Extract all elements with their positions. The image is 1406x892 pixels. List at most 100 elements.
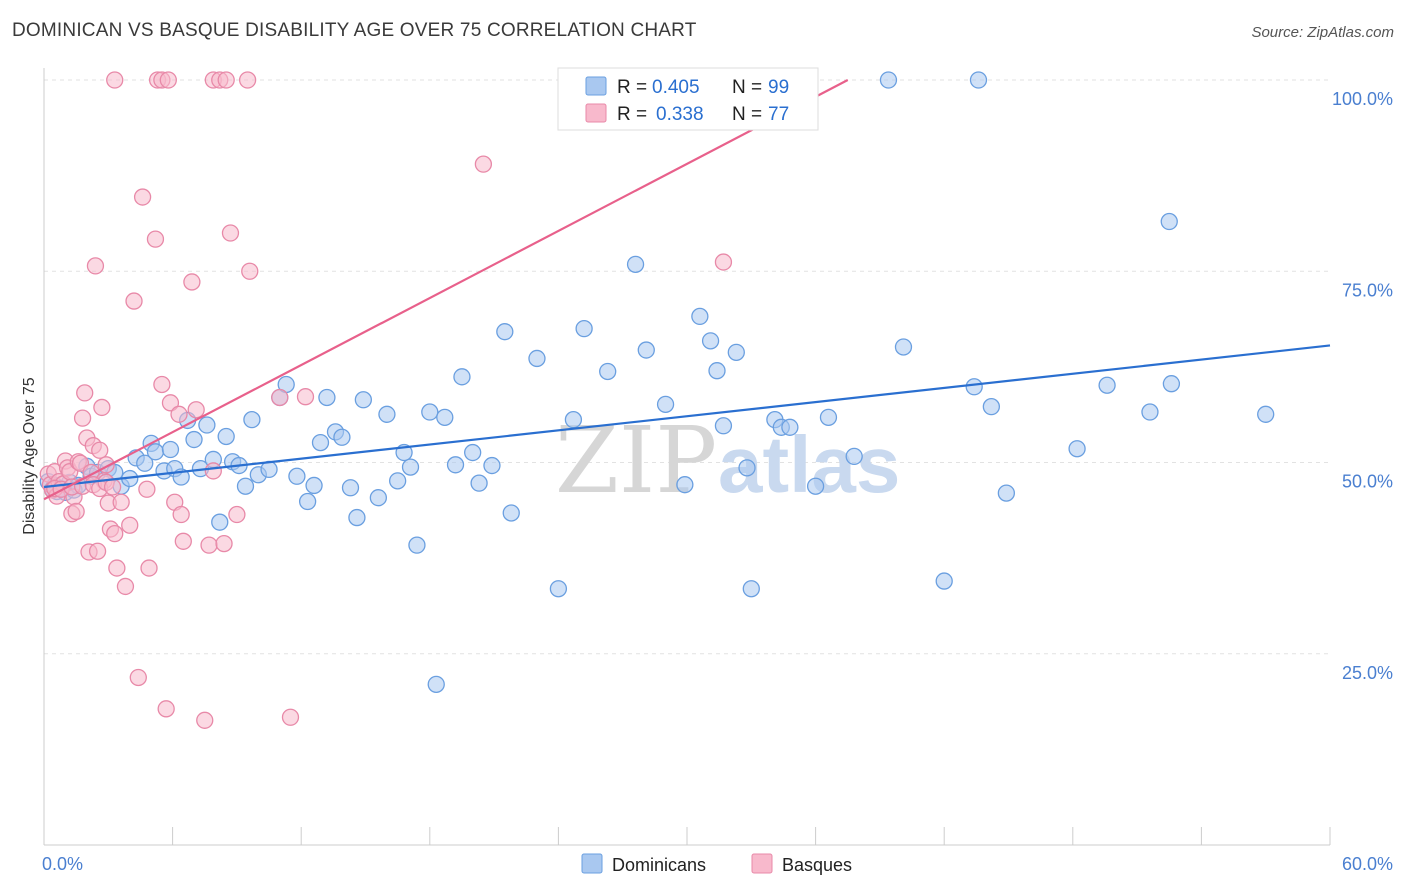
dominican-point	[1160, 212, 1178, 231]
dominican-point	[288, 467, 306, 485]
dominican-point	[408, 536, 426, 554]
dominican-point	[708, 362, 726, 380]
dominican-point	[742, 580, 760, 598]
basque-point	[183, 273, 201, 291]
basque-point	[138, 480, 156, 498]
dominican-point	[470, 474, 488, 492]
dominican-point	[935, 572, 953, 590]
dominican-point	[401, 458, 420, 476]
dominicans-trend-line	[43, 344, 1331, 489]
dominican-point	[464, 443, 482, 462]
dominican-point	[549, 580, 568, 598]
basque-point	[221, 224, 240, 242]
basque-point	[196, 711, 214, 729]
dominican-point	[997, 484, 1016, 502]
basque-point	[73, 409, 92, 427]
basque-point	[170, 405, 188, 423]
dominican-point	[982, 398, 1001, 416]
basque-point	[157, 700, 175, 718]
dominican-point	[819, 408, 838, 427]
legend-n-label: N =	[732, 77, 762, 98]
basque-point	[241, 262, 259, 280]
legend-r-label: R =	[617, 104, 647, 125]
dominican-point	[354, 391, 373, 409]
basque-point	[215, 534, 233, 553]
dominican-point	[599, 362, 617, 381]
dominican-point	[311, 433, 330, 452]
dominican-point	[211, 513, 229, 531]
basque-point	[106, 71, 124, 89]
x-tick-label: 60.0%	[1342, 854, 1393, 874]
legend-n-value-dominicans: 99	[768, 77, 789, 98]
dominican-point	[1257, 405, 1275, 423]
y-tick-label: 75.0%	[1342, 280, 1393, 300]
dominican-point	[298, 492, 317, 511]
basque-point	[281, 708, 300, 726]
bottom-legend-basques: Basques	[782, 855, 852, 875]
dominican-point	[564, 411, 583, 429]
legend-n-label: N =	[732, 104, 762, 125]
legend-r-label: R =	[617, 77, 647, 98]
dominican-point	[483, 456, 501, 475]
dominican-point	[626, 255, 645, 274]
basque-point	[172, 505, 190, 524]
dominican-point	[691, 307, 709, 326]
dominican-point	[806, 477, 825, 495]
y-tick-label: 100.0%	[1332, 89, 1393, 109]
basque-point	[91, 441, 109, 459]
y-tick-label: 50.0%	[1342, 472, 1393, 492]
dominicans-points	[39, 71, 1275, 693]
legend-box: R = 0.405 N = 99 R = 0.338 N = 77	[557, 67, 819, 131]
basque-point	[153, 375, 171, 394]
basque-point	[228, 505, 246, 524]
basque-point	[103, 478, 122, 496]
bottom-legend-swatch-basques	[751, 853, 773, 874]
dominican-point	[217, 427, 235, 446]
basque-point	[238, 71, 257, 89]
basque-point	[133, 188, 152, 206]
bottom-legend-dominicans: Dominicans	[612, 855, 706, 875]
dominican-point	[575, 319, 593, 338]
basque-point	[116, 577, 135, 596]
x-tick-label: 0.0%	[42, 854, 83, 874]
dominican-point	[436, 408, 454, 427]
dominican-point	[1162, 375, 1181, 393]
dominican-point	[969, 71, 988, 89]
dominican-point	[502, 504, 520, 522]
dominican-point	[318, 388, 336, 407]
basque-point	[121, 516, 139, 534]
legend-swatch-basques	[585, 103, 607, 123]
source-label: Source: ZipAtlas.com	[1251, 24, 1394, 41]
bottom-legend-swatch-dominicans	[581, 853, 603, 874]
dominican-point	[446, 456, 465, 474]
dominican-point	[198, 416, 216, 434]
dominican-point	[136, 454, 154, 472]
dominican-point	[378, 405, 396, 423]
dominican-point	[453, 368, 471, 386]
dominican-point	[701, 332, 720, 350]
basque-point	[159, 71, 177, 89]
dominican-point	[676, 476, 694, 494]
basque-point	[93, 398, 111, 417]
dominican-point	[333, 428, 351, 446]
basque-point	[200, 536, 218, 554]
basque-point	[474, 155, 493, 173]
dominican-point	[637, 341, 655, 359]
dominican-point	[656, 395, 675, 414]
dominican-point	[185, 430, 203, 449]
basques-trend-line	[43, 79, 849, 501]
dominican-point	[146, 443, 165, 461]
basque-point	[271, 388, 289, 407]
dominican-point	[738, 459, 756, 477]
dominican-point	[894, 338, 913, 356]
dominican-point	[727, 343, 745, 361]
y-axis-label: Disability Age Over 75	[21, 377, 38, 535]
basque-point	[217, 71, 235, 89]
watermark-zip: ZIP	[555, 407, 717, 514]
basque-point	[76, 384, 94, 402]
basque-point	[108, 559, 126, 577]
trend-lines	[43, 79, 1331, 501]
legend-r-value-basques: 0.338	[656, 104, 704, 125]
dominican-point	[528, 349, 546, 368]
basque-point	[112, 493, 130, 511]
